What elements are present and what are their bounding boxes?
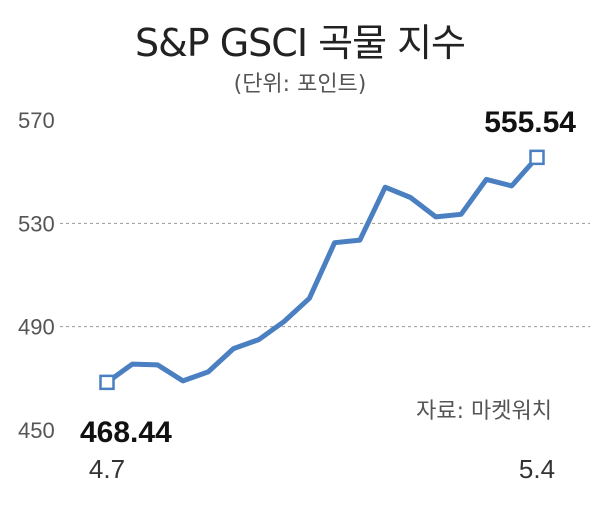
y-tick-label: 530	[18, 211, 55, 236]
source-label: 자료: 마켓워치	[416, 399, 552, 424]
gridlines	[60, 222, 590, 328]
x-tick-label: 4.7	[89, 454, 125, 484]
y-tick-label: 450	[18, 418, 55, 443]
chart-unit-label: (단위: 포인트)	[233, 72, 367, 97]
y-tick-label: 490	[18, 315, 55, 340]
endpoint-marker	[529, 149, 545, 166]
x-tick-label: 5.4	[519, 454, 555, 484]
start-value-label: 468.44	[80, 416, 172, 449]
chart-title: S&P GSCI 곡물 지수	[134, 21, 466, 65]
x-axis-ticks: 4.7 5.4	[89, 454, 555, 484]
y-tick-label: 570	[18, 108, 55, 133]
series-line	[104, 154, 540, 385]
series-layer	[99, 149, 545, 391]
y-axis-ticks: 570 530 490 450	[18, 108, 55, 443]
endpoint-marker	[99, 374, 115, 391]
end-value-label: 555.54	[484, 106, 576, 139]
